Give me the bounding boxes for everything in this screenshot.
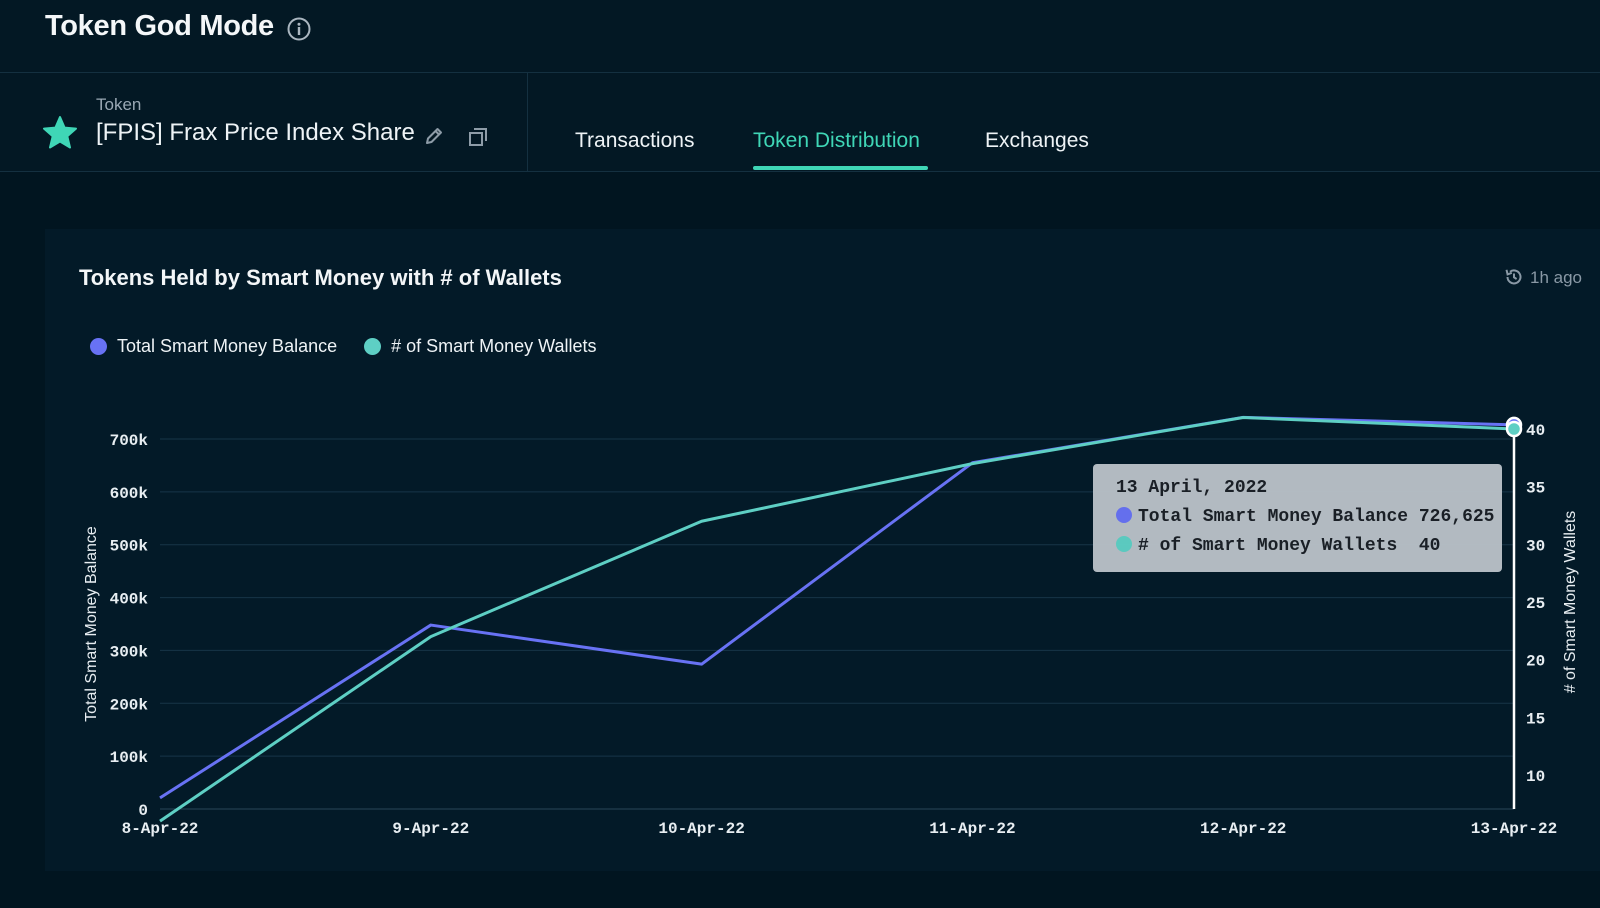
x-tick-label: 10-Apr-22 (658, 820, 744, 838)
y-right-tick-label: 10 (1526, 768, 1545, 786)
y-left-tick-label: 700k (110, 432, 149, 450)
y-right-tick-label: 20 (1526, 653, 1545, 671)
legend-item-wallets[interactable]: # of Smart Money Wallets (364, 336, 597, 357)
y-right-tick-label: 15 (1526, 710, 1545, 728)
last-updated: 1h ago (1504, 267, 1582, 288)
y-left-tick-label: 200k (110, 696, 149, 714)
chart-title: Tokens Held by Smart Money with # of Wal… (79, 265, 562, 290)
token-name: [FPIS] Frax Price Index Share (96, 119, 415, 146)
tooltip-value: 726,625 (1418, 507, 1495, 527)
copy-icon[interactable] (468, 127, 488, 147)
tooltip-value: 40 (1418, 536, 1441, 556)
x-tick-label: 9-Apr-22 (392, 820, 469, 838)
tooltip-row-wallets: # of Smart Money Wallets 40 (1116, 536, 1440, 556)
y-right-tick-label: 30 (1526, 537, 1545, 555)
tab-token-distribution[interactable]: Token Distribution (753, 129, 920, 152)
y-right-tick-label: 25 (1526, 595, 1545, 613)
tooltip-dot (1116, 536, 1132, 552)
y-left-tick-label: 400k (110, 591, 149, 609)
y-right-axis-label: # of Smart Money Wallets (1562, 511, 1579, 694)
y-left-tick-label: 100k (110, 749, 149, 767)
chart-tooltip: 13 April, 2022 Total Smart Money Balance… (1093, 464, 1502, 572)
pencil-icon[interactable] (423, 125, 445, 147)
y-left-tick-label: 300k (110, 643, 149, 661)
highlight-point (1505, 420, 1523, 438)
y-right-tick-label: 40 (1526, 422, 1545, 440)
divider (527, 73, 528, 171)
tab-exchanges[interactable]: Exchanges (985, 129, 1089, 152)
history-icon[interactable] (1504, 267, 1524, 287)
legend-dot (364, 338, 382, 355)
legend-label: # of Smart Money Wallets (391, 336, 597, 356)
top-bar: Token God Mode (0, 0, 1600, 73)
y-left-axis-label: Total Smart Money Balance (83, 526, 100, 722)
active-tab-indicator (753, 166, 928, 170)
tooltip-label: Total Smart Money Balance (1138, 507, 1409, 527)
x-tick-label: 12-Apr-22 (1200, 820, 1286, 838)
star-icon[interactable] (42, 115, 78, 151)
tab-transactions[interactable]: Transactions (575, 129, 695, 152)
series-line-wallets (159, 415, 1515, 823)
info-icon[interactable] (286, 16, 312, 42)
x-tick-label: 13-Apr-22 (1471, 820, 1557, 838)
tooltip-date: 13 April, 2022 (1116, 478, 1268, 498)
chart-legend: Total Smart Money Balance # of Smart Mon… (90, 336, 619, 357)
y-left-tick-label: 0 (138, 802, 148, 820)
token-label: Token (96, 95, 142, 114)
last-updated-text: 1h ago (1530, 268, 1582, 287)
legend-item-balance[interactable]: Total Smart Money Balance (90, 336, 337, 357)
y-left-tick-label: 600k (110, 485, 149, 503)
y-right-tick-label: 35 (1526, 480, 1545, 498)
tooltip-row-balance: Total Smart Money Balance 726,625 (1116, 507, 1494, 527)
x-tick-label: 11-Apr-22 (929, 820, 1015, 838)
legend-dot (90, 338, 107, 355)
token-bar: Token [FPIS] Frax Price Index Share Tran… (0, 73, 1600, 172)
legend-label: Total Smart Money Balance (117, 336, 338, 356)
tooltip-label: # of Smart Money Wallets (1138, 536, 1398, 556)
y-left-tick-label: 500k (110, 538, 149, 556)
x-tick-label: 8-Apr-22 (122, 820, 199, 838)
tooltip-dot (1116, 507, 1132, 523)
page-title: Token God Mode (45, 10, 274, 42)
